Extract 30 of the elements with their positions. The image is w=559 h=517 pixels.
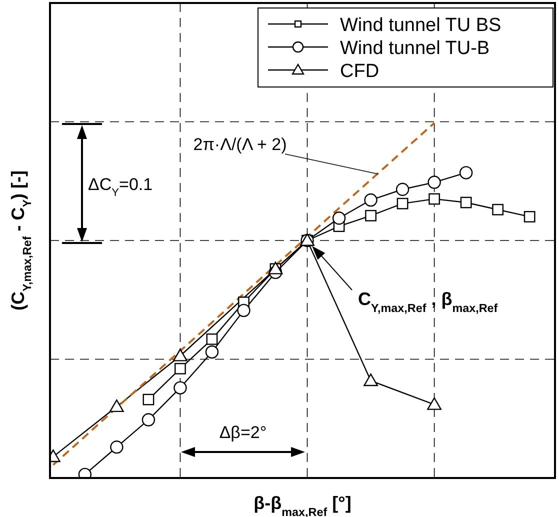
annotation: ΔC$_{Y}$=0.1 (88, 175, 153, 199)
point (524, 211, 536, 222)
point (364, 193, 378, 207)
point (142, 413, 156, 426)
legend-label: Wind tunnel TU BS (340, 15, 502, 36)
point (460, 196, 472, 208)
legend-label: Wind tunnel TU-B (340, 38, 490, 59)
point (396, 182, 410, 196)
point (428, 193, 440, 205)
point (110, 399, 124, 412)
point (427, 397, 442, 410)
x-axis-title: β-β$_{max,Ref}$ [°] (254, 493, 352, 517)
point (142, 394, 154, 406)
point (174, 362, 186, 374)
point (173, 348, 188, 362)
point (396, 198, 408, 210)
point (332, 212, 346, 225)
annotation: 2π·Λ/(Λ + 2) (193, 135, 287, 154)
point (459, 166, 473, 180)
point (428, 176, 441, 189)
legend-label: CFD (340, 61, 380, 82)
point (174, 381, 187, 394)
point (110, 440, 124, 454)
point (365, 210, 376, 222)
point (364, 374, 378, 386)
annotation: Δβ=2° (219, 423, 267, 442)
point (206, 333, 218, 345)
point (237, 304, 250, 318)
point (492, 204, 504, 216)
point (205, 345, 219, 359)
